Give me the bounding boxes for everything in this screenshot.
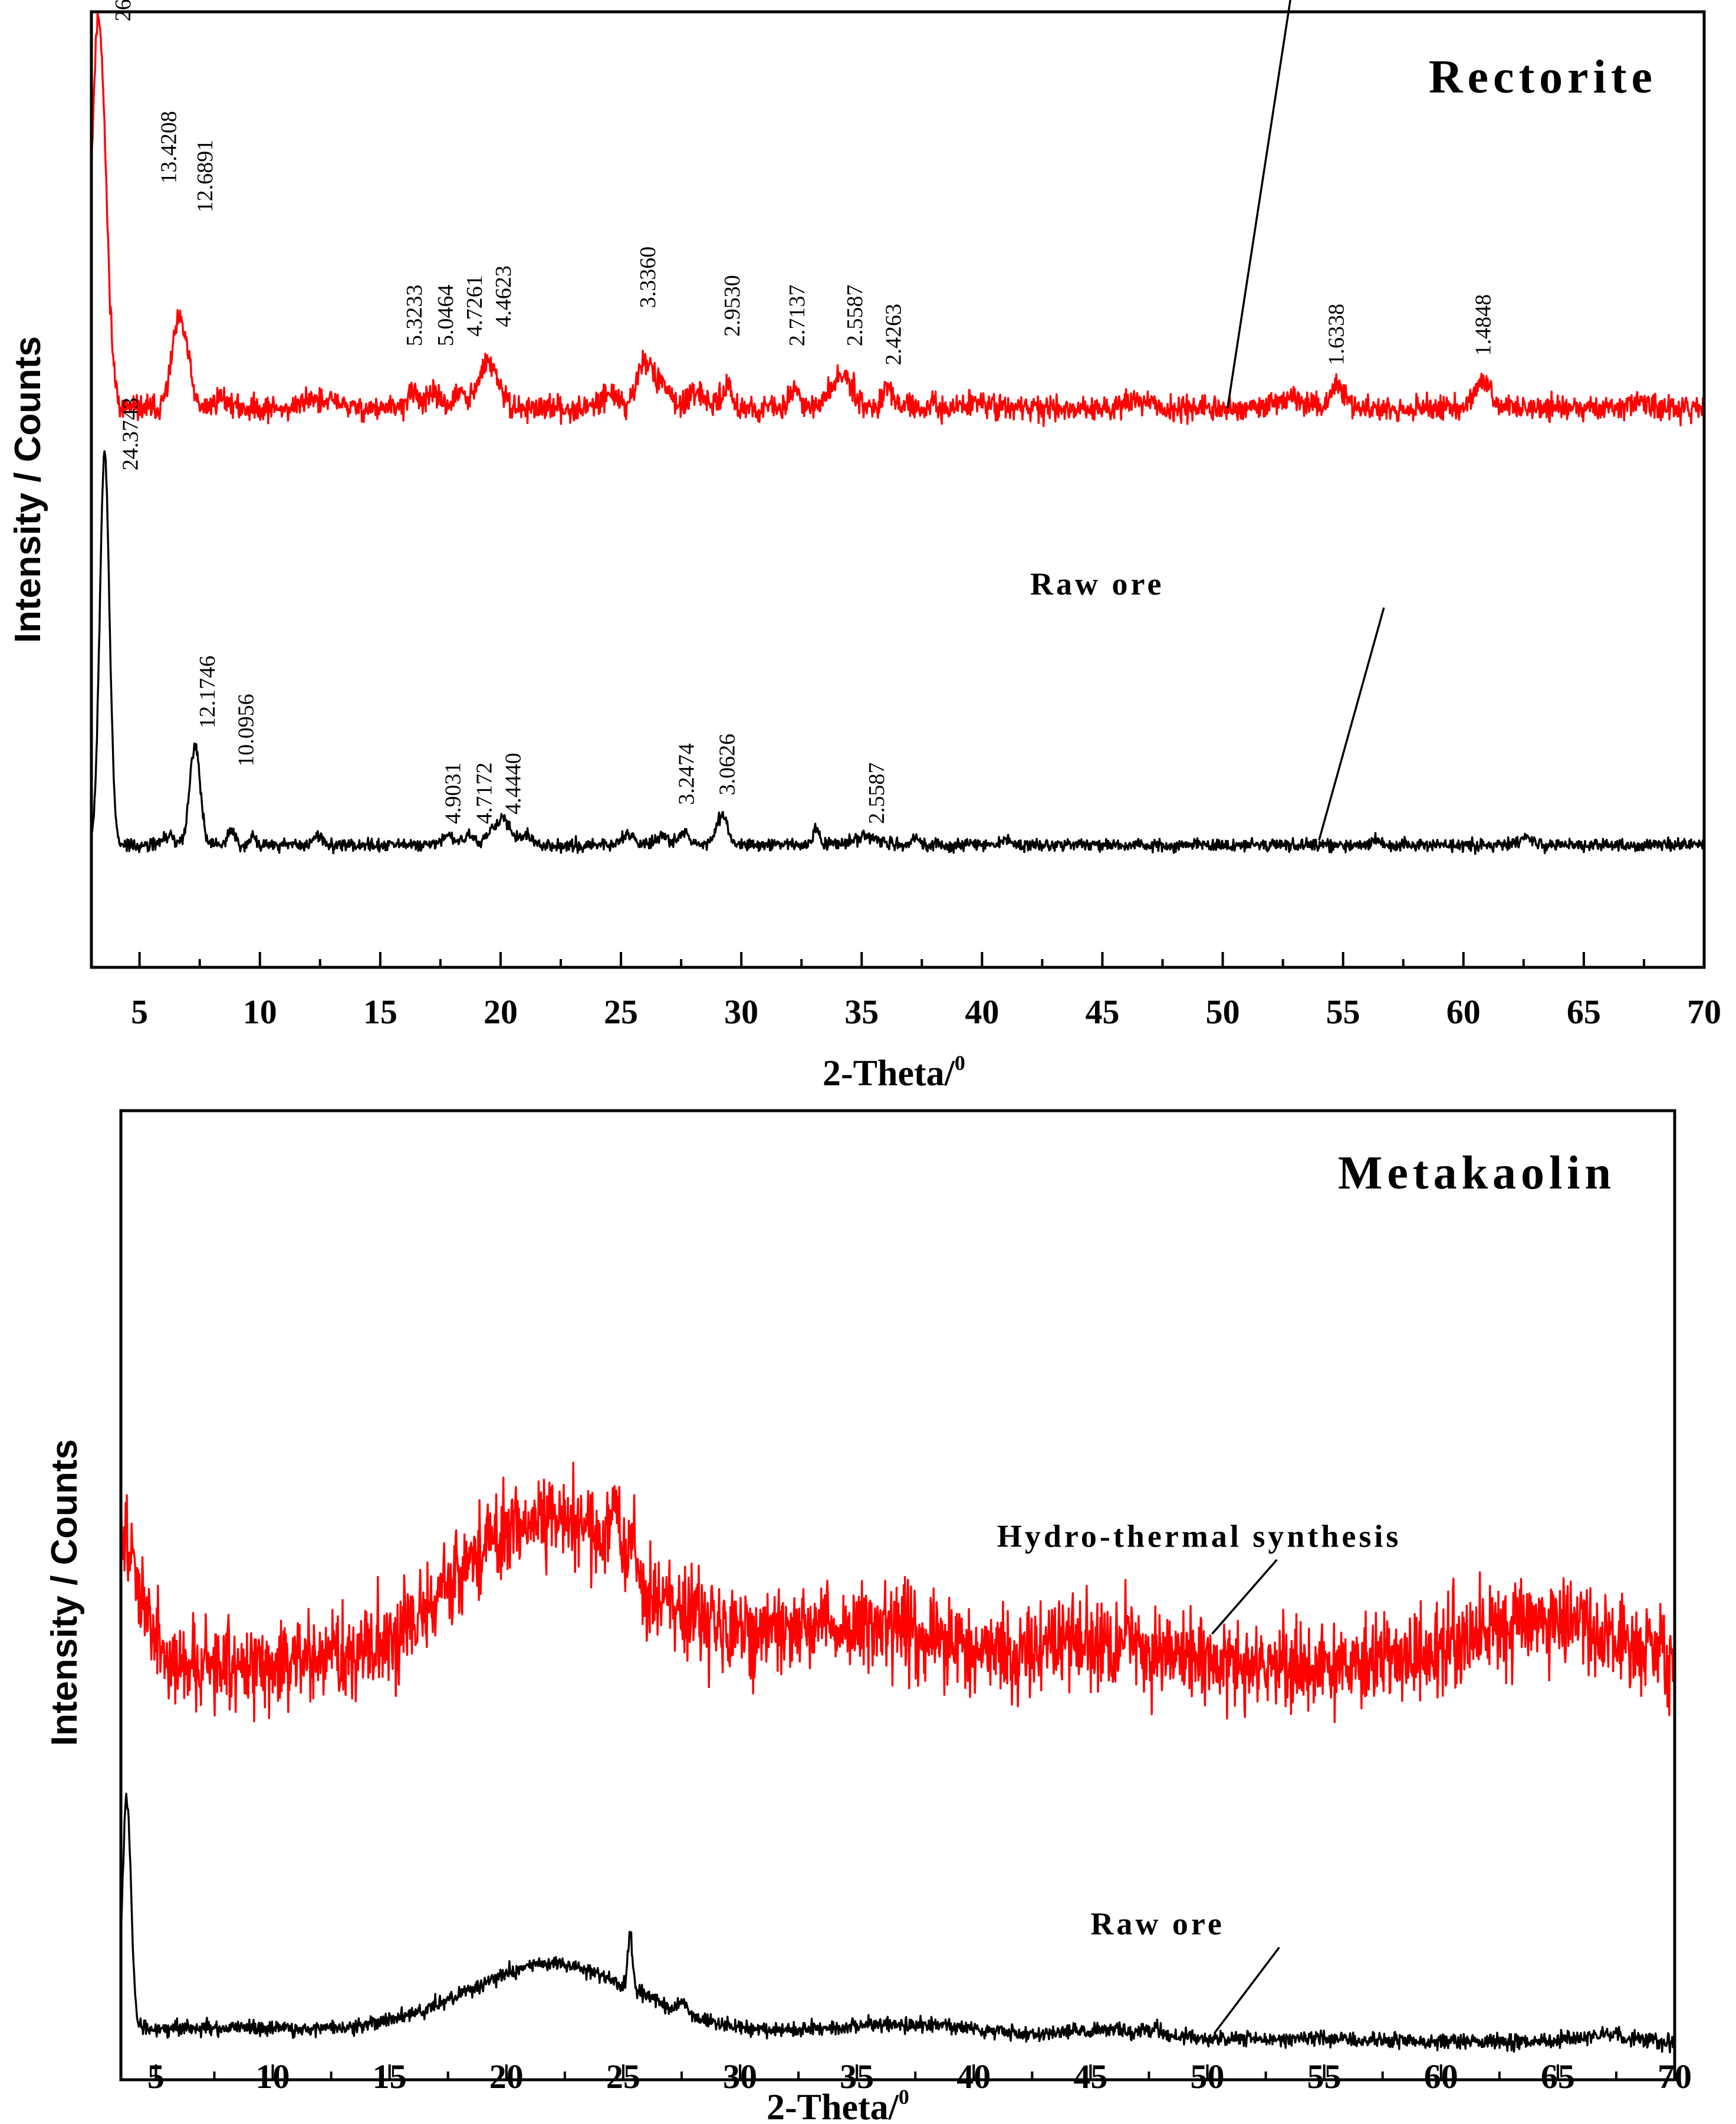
- metakaolin-raw-ore-label: Raw ore: [1090, 1906, 1224, 1942]
- rectorite-peak-label: 10.0956: [234, 694, 258, 767]
- rectorite-peak-label: 1.4848: [1471, 294, 1495, 356]
- rectorite-peak-label: 13.4208: [157, 111, 182, 184]
- rectorite-peak-label: 2.9530: [720, 275, 745, 337]
- rectorite-peak-labels: 26.758313.420812.68915.32335.04644.72614…: [111, 0, 1495, 824]
- rectorite-x-tick-label: 15: [363, 993, 397, 1031]
- rectorite-peak-label: 4.9031: [440, 763, 465, 825]
- metakaolin-x-tick-label: 50: [1191, 2057, 1225, 2096]
- rectorite-hydro-thermal-synthesis-leader: [1226, 0, 1291, 409]
- rectorite-series: [90, 11, 1705, 855]
- rectorite-x-tick-label: 65: [1567, 993, 1601, 1031]
- rectorite-x-tick-label: 60: [1446, 993, 1481, 1031]
- metakaolin-x-tick-label: 40: [956, 2057, 991, 2096]
- metakaolin-title: Metakaolin: [1338, 1147, 1616, 1199]
- rectorite-peak-label: 12.6891: [193, 140, 218, 213]
- rectorite-peak-label: 4.7172: [472, 763, 497, 825]
- rectorite-x-tick-label: 20: [484, 993, 518, 1031]
- rectorite-x-tick-label: 10: [243, 993, 277, 1031]
- rectorite-peak-label: 2.4263: [881, 304, 906, 366]
- metakaolin-raw-ore-line: [120, 1793, 1676, 2054]
- rectorite-x-axis-title: 2-Theta/0: [823, 1051, 965, 1094]
- rectorite-peak-label: 2.5587: [843, 285, 867, 347]
- rectorite-peak-label: 1.6338: [1324, 304, 1349, 366]
- rectorite-x-tick-label: 55: [1326, 993, 1360, 1031]
- metakaolin-x-axis-superscript: 0: [899, 2085, 909, 2109]
- rectorite-peak-label: 3.3360: [636, 247, 660, 308]
- metakaolin-series: [120, 1461, 1676, 2054]
- rectorite-peak-label: 3.2474: [674, 743, 699, 805]
- rectorite-peak-label: 5.0464: [433, 285, 458, 347]
- rectorite-plot-frame: [90, 10, 1706, 969]
- rectorite-peak-label: 4.4623: [491, 265, 516, 327]
- rectorite-y-axis-title: Intensity / Counts: [8, 336, 48, 643]
- metakaolin-plot-frame: [119, 1109, 1676, 2082]
- metakaolin-x-tick-label: 45: [1073, 2057, 1107, 2096]
- metakaolin-x-tick-label: 15: [373, 2057, 407, 2096]
- metakaolin-x-tick-label: 55: [1307, 2057, 1342, 2096]
- rectorite-hydro-thermal-synthesis-line: [90, 11, 1705, 427]
- rectorite-peak-label: 2.7137: [785, 285, 810, 347]
- metakaolin-x-tick-label: 10: [256, 2057, 290, 2096]
- rectorite-raw-ore-leader: [1318, 607, 1385, 841]
- metakaolin-x-axis-title: 2-Theta/0: [767, 2085, 909, 2124]
- rectorite-peak-label: 4.4440: [501, 753, 525, 815]
- metakaolin-series-labels: Hydro-thermal synthesis Raw ore: [997, 1518, 1402, 2034]
- rectorite-x-tick-label: 25: [604, 993, 638, 1031]
- rectorite-raw-ore-line: [90, 450, 1705, 855]
- rectorite-x-tick-label: 30: [724, 993, 758, 1031]
- metakaolin-panel: Metakaolin 5 10 15 20 25 30 35 40 45 50 55 60 65 70 H…: [44, 1109, 1692, 2124]
- rectorite-x-tick-label: 45: [1085, 993, 1119, 1031]
- metakaolin-x-tick-labels: 5 10 15 20 25 30 35 40 45 50 55 60 65 70: [147, 2057, 1692, 2096]
- rectorite-x-tick-labels: 5 10 15 20 25 30 35 40 45 50 55 60 65 70: [131, 993, 1721, 1031]
- rectorite-peak-label: 5.3233: [402, 285, 427, 347]
- rectorite-peak-label: 12.1746: [195, 656, 220, 729]
- metakaolin-x-tick-label: 35: [840, 2057, 874, 2096]
- rectorite-title: Rectorite: [1429, 51, 1657, 103]
- rectorite-peak-label: 24.3743: [118, 398, 143, 471]
- metakaolin-hydro-thermal-synthesis-leader: [1211, 1559, 1278, 1635]
- rectorite-x-axis-superscript: 0: [955, 1051, 965, 1075]
- metakaolin-x-tick-label: 65: [1541, 2057, 1575, 2096]
- rectorite-peak-label: 2.5587: [864, 763, 889, 825]
- metakaolin-x-tick-label: 20: [489, 2057, 524, 2096]
- rectorite-x-axis-label: 2-Theta/: [823, 1053, 955, 1094]
- metakaolin-hydro-thermal-synthesis-label: Hydro-thermal synthesis: [997, 1518, 1402, 1554]
- rectorite-x-tick-label: 5: [131, 993, 148, 1031]
- metakaolin-hydro-thermal-synthesis-line: [120, 1461, 1676, 1724]
- metakaolin-x-tick-label: 25: [606, 2057, 640, 2096]
- rectorite-x-tick-label: 40: [965, 993, 999, 1031]
- metakaolin-raw-ore-leader: [1214, 1946, 1280, 2034]
- rectorite-x-tick-label: 35: [844, 993, 879, 1031]
- rectorite-peak-label: 4.7261: [462, 275, 487, 337]
- metakaolin-y-axis-title: Intensity / Counts: [44, 1439, 85, 1746]
- metakaolin-x-tick-label: 30: [723, 2057, 757, 2096]
- rectorite-peak-label: 3.0626: [715, 734, 740, 796]
- metakaolin-x-tick-label: 5: [147, 2057, 165, 2096]
- rectorite-x-tick-label: 50: [1206, 993, 1240, 1031]
- metakaolin-x-tick-label: 60: [1424, 2057, 1458, 2096]
- rectorite-raw-ore-label: Raw ore: [1030, 566, 1164, 602]
- metakaolin-x-axis-label: 2-Theta/: [767, 2087, 899, 2124]
- rectorite-x-tick-label: 70: [1687, 993, 1721, 1031]
